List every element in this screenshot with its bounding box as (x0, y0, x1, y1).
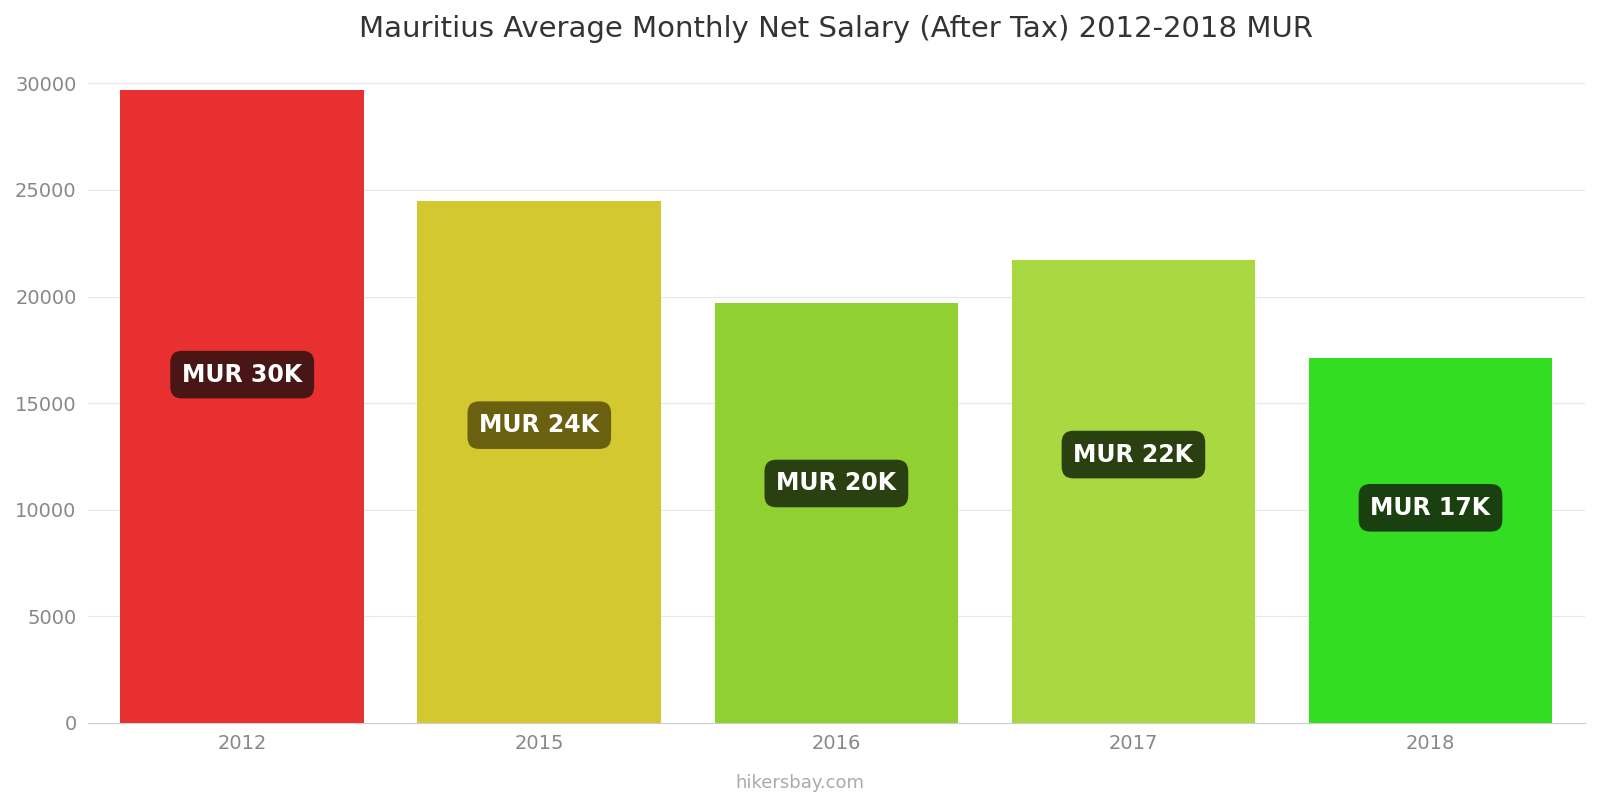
Text: MUR 24K: MUR 24K (480, 413, 600, 437)
Bar (120, 90, 365, 723)
Text: hikersbay.com: hikersbay.com (736, 774, 864, 792)
Bar (1011, 260, 1256, 723)
Text: MUR 22K: MUR 22K (1074, 442, 1194, 466)
Text: MUR 17K: MUR 17K (1371, 496, 1491, 520)
Bar (1309, 358, 1552, 723)
Text: MUR 20K: MUR 20K (776, 471, 896, 495)
Text: MUR 30K: MUR 30K (182, 362, 302, 386)
Bar (418, 201, 661, 723)
Bar (715, 303, 958, 723)
Title: Mauritius Average Monthly Net Salary (After Tax) 2012-2018 MUR: Mauritius Average Monthly Net Salary (Af… (360, 15, 1314, 43)
